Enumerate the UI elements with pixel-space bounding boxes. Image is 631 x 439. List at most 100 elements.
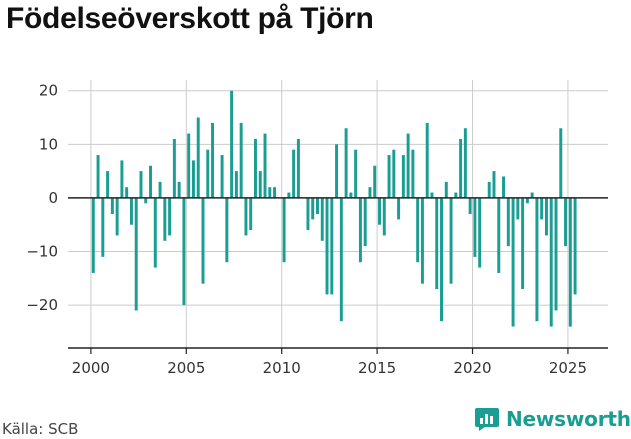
bar xyxy=(373,165,377,198)
bar xyxy=(91,197,95,273)
bar xyxy=(502,176,506,198)
bar xyxy=(225,197,229,263)
bar xyxy=(187,133,191,198)
bar xyxy=(316,197,319,214)
grid-lines xyxy=(68,80,608,348)
bar xyxy=(239,122,243,198)
bar xyxy=(96,155,100,198)
bar xyxy=(168,197,172,236)
bar xyxy=(330,197,334,295)
bar xyxy=(349,192,353,198)
bar xyxy=(220,155,224,198)
bar xyxy=(177,181,181,198)
bar xyxy=(435,197,439,290)
source-note: Källa: SCB xyxy=(2,420,79,438)
bar xyxy=(158,181,162,198)
bar-series xyxy=(91,90,577,327)
bar xyxy=(401,155,405,198)
y-tick-label: −10 xyxy=(26,243,58,261)
chart-title: Födelseöverskott på Tjörn xyxy=(6,2,374,35)
bar xyxy=(172,138,176,198)
bar xyxy=(249,197,253,231)
bar xyxy=(354,149,358,198)
bar xyxy=(454,192,458,198)
bar xyxy=(544,197,548,236)
bar xyxy=(540,197,544,220)
bar xyxy=(129,197,133,225)
bar xyxy=(182,197,186,306)
bar xyxy=(234,171,238,198)
bar xyxy=(263,133,267,198)
y-tick-label: 10 xyxy=(39,135,58,153)
bar xyxy=(521,197,525,290)
bar xyxy=(463,128,467,198)
x-tick-label: 2000 xyxy=(72,359,110,377)
bar xyxy=(420,197,424,284)
bar xyxy=(273,187,277,198)
bar xyxy=(211,122,215,198)
bar xyxy=(416,197,420,263)
x-tick-label: 2005 xyxy=(167,359,205,377)
bar xyxy=(559,128,563,198)
bar xyxy=(101,197,105,257)
bar xyxy=(363,197,367,247)
bar xyxy=(425,122,429,198)
bar xyxy=(397,197,401,220)
bar xyxy=(487,181,491,198)
bar xyxy=(440,197,443,322)
bar xyxy=(106,171,110,198)
bar xyxy=(115,197,119,236)
bar xyxy=(387,155,391,198)
bar xyxy=(230,90,234,198)
bar-chart: −20 −10 0 10 20 2000 2005 2010 2015 2020 2025 xyxy=(26,80,608,377)
bar xyxy=(525,197,529,204)
bar xyxy=(320,197,324,241)
newsworthy-logo-icon xyxy=(475,408,499,431)
bar xyxy=(516,197,520,220)
bar xyxy=(335,144,339,198)
bar xyxy=(554,197,558,311)
x-tick-labels: 2000 2005 2010 2015 2020 2025 xyxy=(72,348,587,377)
bar xyxy=(287,192,291,198)
x-tick-label: 2010 xyxy=(263,359,301,377)
bar xyxy=(411,149,415,198)
brand-name: Newsworthy xyxy=(506,407,631,431)
bar xyxy=(282,197,286,263)
newsworthy-logo: Newsworthy xyxy=(474,406,631,432)
bar xyxy=(306,197,310,231)
bar xyxy=(549,197,553,327)
x-tick-label: 2025 xyxy=(549,359,587,377)
bar xyxy=(258,171,262,198)
bar xyxy=(253,138,257,198)
bar xyxy=(382,197,386,236)
bar xyxy=(134,197,138,311)
bar xyxy=(368,187,372,198)
y-tick-label: 20 xyxy=(39,82,58,100)
y-tick-label: −20 xyxy=(26,296,58,314)
bar xyxy=(497,197,501,273)
bar xyxy=(535,197,539,322)
bar xyxy=(120,160,124,198)
bar xyxy=(468,197,472,214)
bar xyxy=(191,160,195,198)
bar xyxy=(325,197,329,295)
bar xyxy=(459,138,463,198)
bar xyxy=(163,197,167,241)
bar xyxy=(573,197,577,295)
bar xyxy=(564,197,568,247)
bar xyxy=(244,197,248,236)
bar xyxy=(430,192,434,198)
y-tick-labels: −20 −10 0 10 20 xyxy=(26,82,58,314)
bar xyxy=(344,128,348,198)
bar xyxy=(511,197,515,327)
bar xyxy=(153,197,157,268)
bar xyxy=(449,197,453,284)
bar xyxy=(201,197,205,284)
bar xyxy=(473,197,477,257)
bar xyxy=(339,197,343,322)
bar xyxy=(406,133,410,198)
bar xyxy=(568,197,572,327)
bar xyxy=(110,197,114,214)
bar xyxy=(444,181,448,198)
bar xyxy=(478,197,482,268)
